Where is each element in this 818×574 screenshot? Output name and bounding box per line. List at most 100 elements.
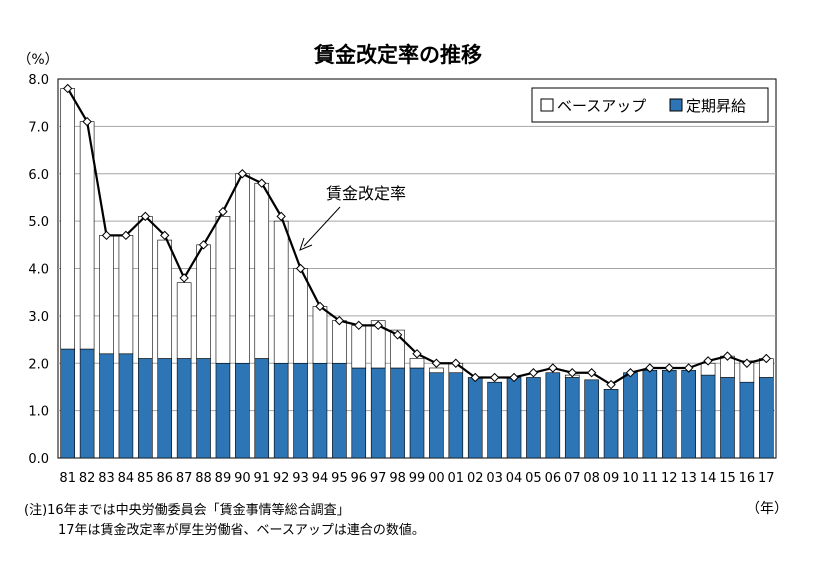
x-tick-label: 97 xyxy=(370,471,387,486)
bar-base-up xyxy=(99,235,114,355)
rate-point xyxy=(392,330,403,340)
bar-base-up xyxy=(60,88,75,350)
x-tick-label: 10 xyxy=(622,471,639,486)
rate-point xyxy=(82,116,92,127)
x-tick-label: 07 xyxy=(564,471,581,486)
bar-regular-raise xyxy=(196,358,211,459)
x-unit-label: （年） xyxy=(746,501,788,517)
bar-regular-raise xyxy=(351,367,367,459)
bar-regular-raise xyxy=(584,379,599,459)
legend-swatch-base-up xyxy=(540,98,554,112)
x-tick-label: 17 xyxy=(758,471,775,486)
x-tick-label: 81 xyxy=(59,471,76,486)
rate-point xyxy=(373,320,383,331)
bar-base-up xyxy=(370,320,386,369)
bar-regular-raise xyxy=(603,389,619,459)
bar-regular-raise xyxy=(118,353,134,459)
x-tick-label: 85 xyxy=(137,471,154,486)
bar-regular-raise xyxy=(759,377,774,459)
bar-regular-raise xyxy=(79,348,95,459)
chart-title: 賃金改定率の推移 xyxy=(313,43,482,67)
x-tick-label: 83 xyxy=(98,471,115,486)
x-tick-label: 09 xyxy=(603,471,620,486)
rate-point xyxy=(451,358,461,368)
bar-base-up xyxy=(332,320,347,364)
x-tick-label: 84 xyxy=(118,471,135,486)
bar-base-up xyxy=(351,325,367,369)
bar-base-up xyxy=(118,235,134,355)
bar-regular-raise xyxy=(254,358,270,459)
x-tick-label: 08 xyxy=(583,471,600,486)
x-tick-label: 16 xyxy=(739,471,756,486)
rate-point xyxy=(567,368,577,378)
legend-label-base-up: ベースアップ xyxy=(557,97,646,115)
x-tick-label: 15 xyxy=(719,471,736,486)
y-tick-label: 1.0 xyxy=(28,405,49,420)
bar-regular-raise xyxy=(642,370,658,459)
annotation-arrow-head xyxy=(299,237,313,251)
rate-point xyxy=(509,372,519,383)
rate-point xyxy=(237,169,248,179)
x-tick-label: 88 xyxy=(195,471,212,486)
note-line-1: (注)16年までは中央労働委員会「賃金事情等総合調査」 xyxy=(24,503,350,518)
bar-regular-raise xyxy=(176,358,192,459)
rate-point xyxy=(276,211,286,222)
rate-point xyxy=(683,363,694,373)
rate-point xyxy=(742,358,752,368)
rate-line xyxy=(62,83,772,390)
rate-point xyxy=(722,351,733,361)
x-tick-label: 14 xyxy=(700,471,717,486)
bar-base-up xyxy=(429,367,444,374)
bar-base-up xyxy=(196,244,211,359)
bar-base-up xyxy=(273,220,289,364)
x-tick-label: 03 xyxy=(486,471,503,486)
y-axis-ticks: 0.0 1.0 2.0 3.0 4.0 5.0 6.0 7.0 8.0 xyxy=(28,73,49,467)
bar-regular-raise xyxy=(623,372,638,459)
bar-regular-raise xyxy=(215,362,231,459)
bar-base-up xyxy=(215,216,231,364)
rate-point xyxy=(101,230,112,241)
rate-point xyxy=(257,178,267,188)
y-tick-label: 7.0 xyxy=(28,120,49,135)
x-tick-label: 04 xyxy=(506,471,523,486)
annotation-label: 賃金改定率 xyxy=(326,184,406,203)
annotation-arrow xyxy=(299,206,341,251)
bar-regular-raise xyxy=(681,370,696,459)
x-tick-label: 93 xyxy=(292,471,309,486)
bar-base-up xyxy=(312,306,328,364)
x-tick-label: 12 xyxy=(661,471,678,486)
legend-swatch-regular-raise xyxy=(669,98,683,112)
x-tick-label: 94 xyxy=(312,471,329,486)
bar-regular-raise xyxy=(157,358,173,459)
rate-point xyxy=(489,372,500,383)
bar-regular-raise xyxy=(448,372,464,459)
bar-base-up xyxy=(138,216,153,359)
bar-regular-raise xyxy=(293,362,308,459)
rate-point xyxy=(412,349,422,359)
bar-base-up xyxy=(176,282,192,359)
rate-point xyxy=(761,353,772,364)
bar-regular-raise xyxy=(99,353,114,459)
annotation-arrow-shaft xyxy=(303,206,341,247)
bar-regular-raise xyxy=(661,370,677,459)
x-tick-label: 96 xyxy=(351,471,368,486)
bar-base-up xyxy=(157,239,173,359)
rate-point xyxy=(606,379,616,390)
x-tick-label: 11 xyxy=(642,471,659,486)
bar-regular-raise xyxy=(506,377,522,459)
rate-point xyxy=(528,368,539,378)
x-tick-label: 99 xyxy=(409,471,426,486)
x-tick-label: 92 xyxy=(273,471,290,486)
x-tick-label: 01 xyxy=(448,471,465,486)
x-tick-label: 98 xyxy=(389,471,406,486)
rate-point xyxy=(140,211,151,222)
rate-point xyxy=(334,315,345,326)
bar-regular-raise xyxy=(332,362,347,459)
bar-regular-raise xyxy=(312,362,328,459)
bar-regular-raise xyxy=(467,377,483,459)
rate-point xyxy=(586,368,597,378)
rate-point xyxy=(703,356,713,366)
bar-regular-raise xyxy=(409,367,425,459)
y-tick-label: 4.0 xyxy=(28,263,49,278)
bar-regular-raise xyxy=(273,362,289,459)
